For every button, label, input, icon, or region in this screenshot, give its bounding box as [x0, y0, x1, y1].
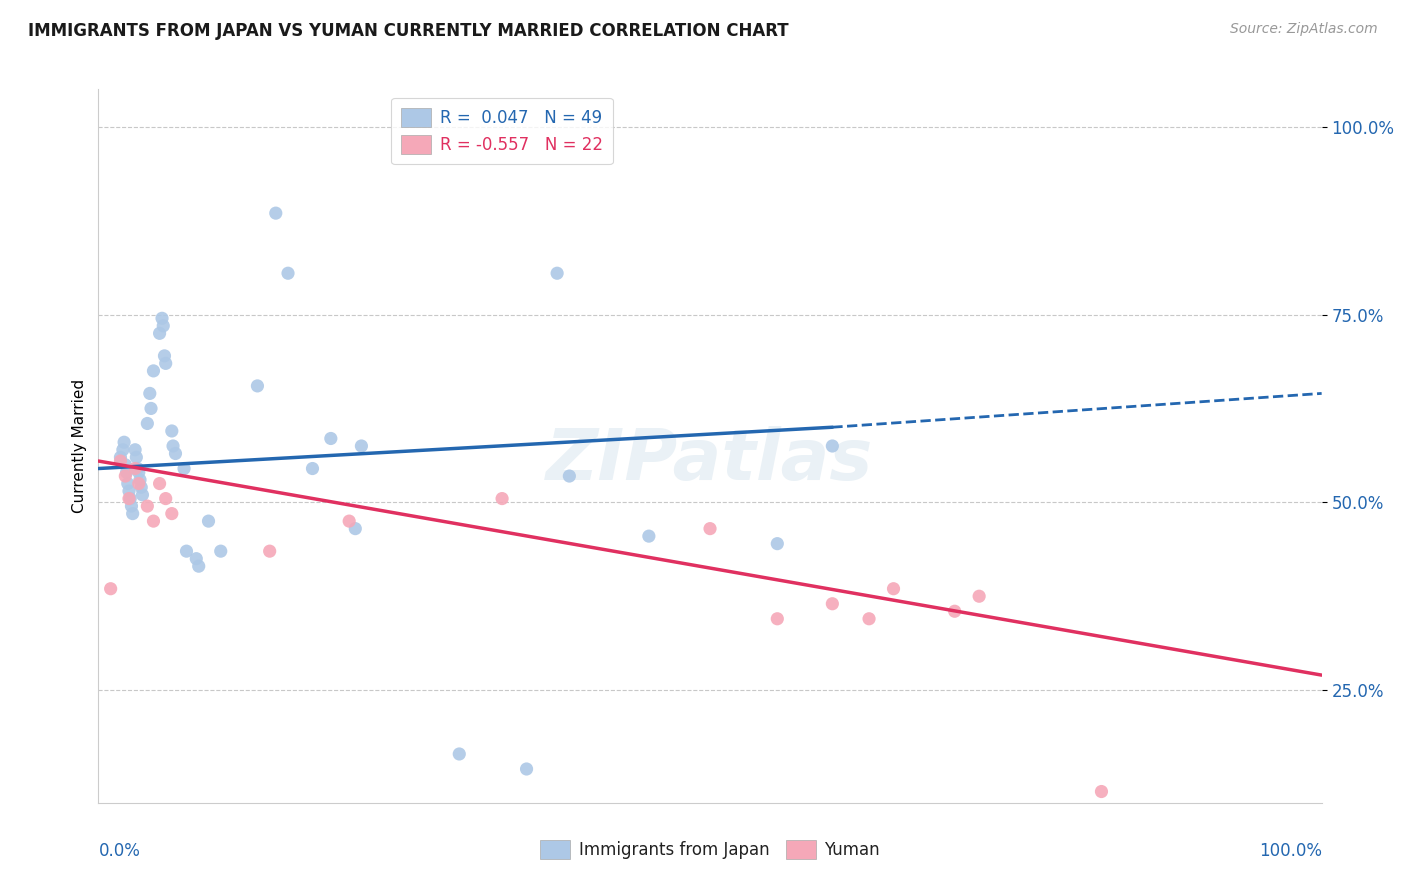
Point — [121, 507, 143, 521]
Point — [129, 480, 152, 494]
Point — [155, 491, 177, 506]
Point — [277, 266, 299, 280]
Point — [301, 461, 323, 475]
Text: IMMIGRANTS FROM JAPAN VS YUMAN CURRENTLY MARRIED CORRELATION CHART: IMMIGRANTS FROM JAPAN VS YUMAN CURRENTLY… — [28, 22, 789, 40]
Point — [162, 439, 184, 453]
Point — [344, 522, 367, 536]
Point — [129, 473, 152, 487]
Point — [118, 484, 141, 499]
Point — [319, 432, 342, 446]
Point — [117, 476, 139, 491]
Point — [1090, 784, 1112, 798]
Point — [546, 266, 568, 280]
Point — [110, 450, 132, 465]
Text: 0.0%: 0.0% — [98, 842, 141, 860]
Point — [858, 612, 880, 626]
Point — [173, 461, 195, 475]
Point — [160, 424, 183, 438]
Point — [120, 499, 142, 513]
Point — [558, 469, 581, 483]
Point — [131, 488, 153, 502]
Text: 100.0%: 100.0% — [1258, 842, 1322, 860]
Point — [155, 356, 177, 370]
Point — [100, 582, 122, 596]
Point — [766, 536, 789, 550]
Point — [264, 206, 287, 220]
Point — [699, 522, 721, 536]
Point — [821, 439, 844, 453]
Y-axis label: Currently Married: Currently Married — [72, 379, 87, 513]
Point — [111, 442, 134, 457]
Point — [150, 311, 173, 326]
Point — [821, 597, 844, 611]
Point — [883, 582, 905, 596]
Legend: Immigrants from Japan, Yuman: Immigrants from Japan, Yuman — [533, 833, 887, 866]
Point — [112, 435, 135, 450]
Point — [187, 559, 209, 574]
Point — [449, 747, 471, 761]
Point — [136, 499, 159, 513]
Point — [337, 514, 360, 528]
Text: ZIPatlas: ZIPatlas — [547, 425, 873, 495]
Text: Source: ZipAtlas.com: Source: ZipAtlas.com — [1230, 22, 1378, 37]
Point — [136, 417, 159, 431]
Point — [186, 551, 208, 566]
Point — [491, 491, 513, 506]
Point — [139, 401, 162, 416]
Point — [114, 458, 136, 472]
Point — [142, 514, 165, 528]
Point — [176, 544, 198, 558]
Point — [209, 544, 232, 558]
Point — [118, 491, 141, 506]
Point — [120, 491, 142, 506]
Point — [165, 446, 187, 460]
Point — [115, 465, 138, 479]
Point — [142, 364, 165, 378]
Point — [152, 318, 174, 333]
Point — [149, 326, 172, 341]
Point — [128, 465, 150, 479]
Point — [124, 461, 146, 475]
Point — [125, 450, 148, 465]
Point — [259, 544, 281, 558]
Point — [124, 442, 146, 457]
Point — [197, 514, 219, 528]
Point — [637, 529, 661, 543]
Point — [114, 469, 136, 483]
Point — [350, 439, 373, 453]
Point — [110, 454, 132, 468]
Point — [515, 762, 537, 776]
Point — [149, 476, 172, 491]
Point — [766, 612, 789, 626]
Point — [127, 461, 149, 475]
Point — [967, 589, 990, 603]
Point — [943, 604, 966, 618]
Point — [128, 476, 150, 491]
Point — [160, 507, 183, 521]
Point — [153, 349, 176, 363]
Point — [246, 379, 269, 393]
Point — [139, 386, 162, 401]
